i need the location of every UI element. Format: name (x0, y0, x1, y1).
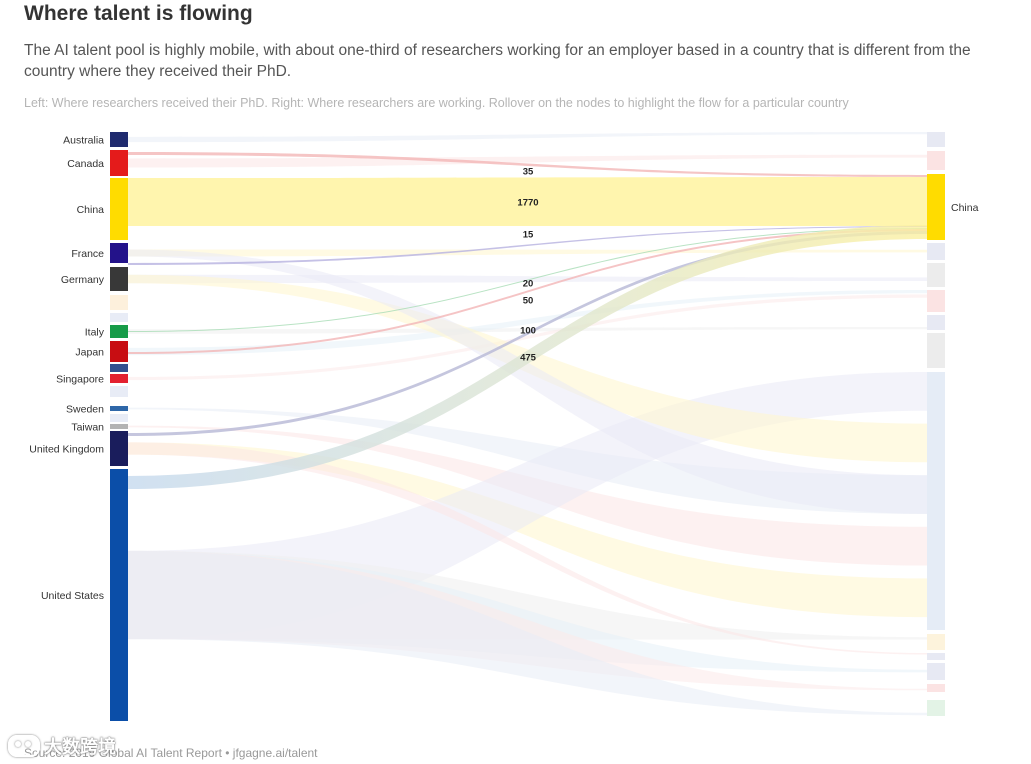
left-node-singapore[interactable] (110, 374, 128, 383)
background-flow (128, 407, 927, 514)
background-flow (128, 294, 927, 381)
background-flow (128, 327, 927, 334)
watermark-text: 大数跨境 (44, 737, 116, 757)
flow-value-label: 475 (520, 353, 537, 364)
right-node-7[interactable] (927, 333, 945, 368)
flow-france-to-china[interactable] (128, 226, 927, 265)
page-title: Where talent is flowing (24, 2, 253, 25)
flow-canada-to-china[interactable] (128, 152, 927, 177)
left-node-9[interactable] (110, 364, 128, 372)
left-node-sweden[interactable] (110, 406, 128, 411)
right-node-china[interactable] (927, 174, 945, 240)
background-flow (128, 132, 927, 143)
flow-china-to-china[interactable] (128, 177, 927, 226)
page-subtitle: The AI talent pool is highly mobile, wit… (24, 42, 971, 80)
left-node-united-kingdom[interactable] (110, 431, 128, 466)
left-node-label: China (77, 204, 105, 216)
background-flow (128, 550, 927, 716)
left-node-taiwan[interactable] (110, 424, 128, 429)
left-node-label: France (71, 248, 104, 260)
flow-value-label: 1770 (517, 198, 538, 209)
left-node-france[interactable] (110, 243, 128, 263)
left-node-united-states[interactable] (110, 469, 128, 721)
right-node-10[interactable] (927, 653, 945, 660)
left-node-label: Japan (75, 347, 104, 359)
right-node-8[interactable] (927, 372, 945, 630)
left-node-label: United States (41, 590, 104, 602)
flow-value-label: 15 (523, 230, 534, 241)
chart-instructions: Left: Where researchers received their P… (24, 96, 849, 110)
left-node-label: Singapore (56, 374, 104, 386)
flow-value-label: 35 (523, 167, 534, 178)
left-nodes (110, 132, 128, 721)
background-flow (128, 290, 927, 356)
flow-value-label: 100 (520, 326, 536, 337)
left-node-italy[interactable] (110, 325, 128, 338)
flow-value-label: 50 (523, 296, 534, 307)
background-flow (128, 154, 927, 168)
left-node-japan[interactable] (110, 341, 128, 362)
china-flows (128, 152, 927, 489)
right-node-5[interactable] (927, 290, 945, 312)
background-flow (128, 442, 927, 655)
left-node-label: Sweden (66, 404, 104, 416)
source-note: Source: 2019 Global AI Talent Report • j… (24, 746, 318, 760)
right-node-12[interactable] (927, 684, 945, 692)
flow-united-kingdom-to-china[interactable] (128, 231, 927, 436)
right-node-0[interactable] (927, 132, 945, 147)
left-node-5[interactable] (110, 295, 128, 310)
left-node-label: Taiwan (71, 422, 104, 434)
right-nodes (927, 132, 945, 716)
right-node-6[interactable] (927, 315, 945, 330)
right-node-3[interactable] (927, 243, 945, 260)
watermark-logo-icon (8, 735, 40, 757)
right-node-label: China (951, 202, 979, 214)
right-node-9[interactable] (927, 634, 945, 650)
left-node-label: Germany (61, 274, 105, 286)
background-flow (128, 442, 927, 618)
left-node-label: Canada (67, 158, 104, 170)
background-flow (128, 249, 927, 514)
right-node-11[interactable] (927, 663, 945, 680)
background-flow (128, 249, 927, 257)
flow-value-label: 20 (523, 279, 534, 290)
left-node-label: United Kingdom (29, 444, 104, 456)
flow-japan-to-china[interactable] (128, 229, 927, 354)
left-node-11[interactable] (110, 386, 128, 397)
right-node-4[interactable] (927, 263, 945, 287)
right-node-1[interactable] (927, 151, 945, 170)
left-node-label: Australia (63, 135, 104, 147)
left-node-canada[interactable] (110, 150, 128, 176)
left-node-6[interactable] (110, 313, 128, 322)
background-flows (128, 132, 927, 716)
right-node-13[interactable] (927, 700, 945, 716)
left-node-australia[interactable] (110, 132, 128, 147)
watermark: 大数跨境 (8, 733, 116, 759)
left-node-13[interactable] (110, 414, 128, 422)
labels: Australia Canada China France Germany Italy Ja… (29, 135, 978, 603)
flow-italy-to-china[interactable] (128, 228, 927, 332)
left-node-china[interactable] (110, 178, 128, 240)
flow-united-states-to-china[interactable] (128, 225, 927, 489)
left-node-germany[interactable] (110, 267, 128, 291)
left-node-label: Italy (85, 327, 105, 339)
